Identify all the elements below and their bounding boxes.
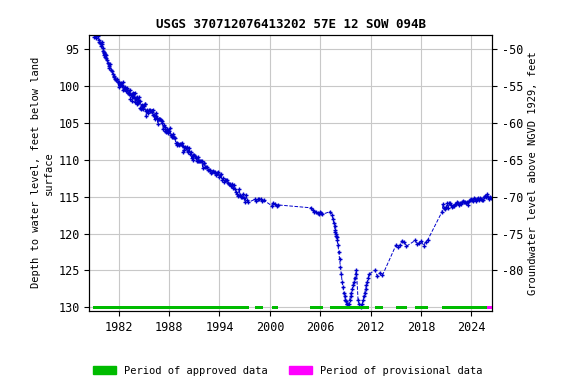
- Bar: [271, 306, 278, 309]
- Bar: [93, 306, 249, 309]
- Bar: [375, 306, 383, 309]
- Bar: [396, 306, 407, 309]
- Bar: [310, 306, 323, 309]
- Legend: Period of approved data, Period of provisional data: Period of approved data, Period of provi…: [90, 362, 486, 379]
- Bar: [415, 306, 428, 309]
- Bar: [487, 306, 492, 309]
- Y-axis label: Groundwater level above NGVD 1929, feet: Groundwater level above NGVD 1929, feet: [528, 51, 538, 295]
- Bar: [255, 306, 263, 309]
- Bar: [442, 306, 487, 309]
- Y-axis label: Depth to water level, feet below land
surface: Depth to water level, feet below land su…: [31, 57, 54, 288]
- Title: USGS 370712076413202 57E 12 SOW 094B: USGS 370712076413202 57E 12 SOW 094B: [156, 18, 426, 31]
- Bar: [331, 306, 369, 309]
